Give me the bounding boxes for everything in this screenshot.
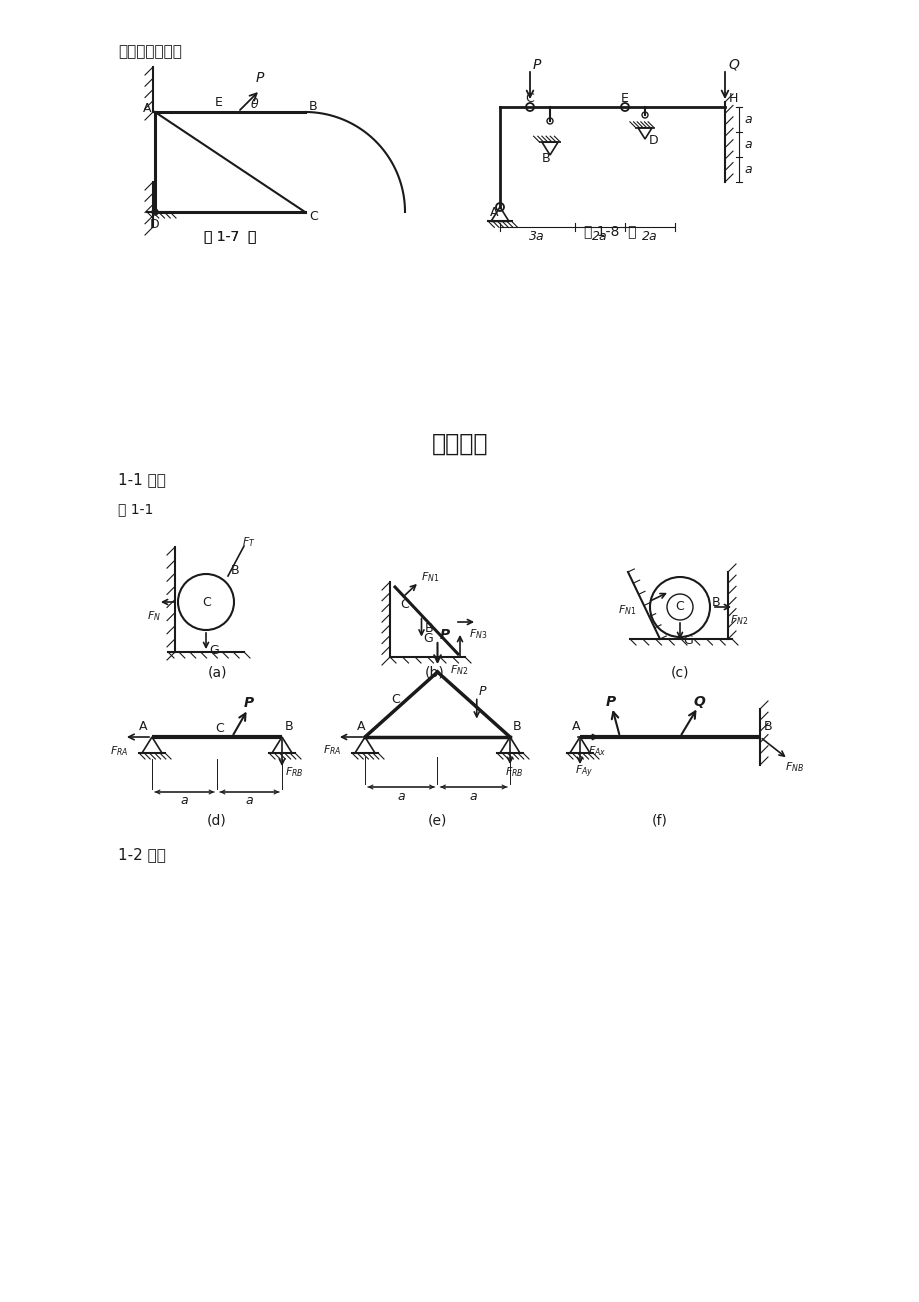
Text: D: D	[648, 134, 658, 147]
Text: G: G	[209, 643, 219, 656]
Text: (a): (a)	[208, 667, 228, 680]
Text: 题 1-7  图: 题 1-7 图	[204, 229, 255, 243]
Text: (d): (d)	[207, 814, 227, 828]
Text: 2a: 2a	[592, 230, 607, 243]
Text: P: P	[439, 628, 449, 642]
Text: $F_{N2}$: $F_{N2}$	[449, 663, 468, 677]
Text: 1-1 解：: 1-1 解：	[118, 473, 165, 487]
Text: A: A	[490, 206, 498, 219]
Text: 3a: 3a	[528, 230, 544, 243]
Text: $F_{N3}$: $F_{N3}$	[469, 628, 487, 641]
Text: C: C	[400, 599, 408, 612]
Text: $F_{RA}$: $F_{RA}$	[323, 743, 341, 756]
Text: G: G	[423, 631, 433, 644]
Text: A: A	[357, 720, 365, 733]
Text: B: B	[425, 622, 433, 635]
Text: (b): (b)	[425, 667, 445, 680]
Text: $F_{N2}$: $F_{N2}$	[729, 613, 747, 626]
Text: C: C	[675, 600, 684, 613]
Text: C: C	[525, 92, 534, 105]
Text: 2a: 2a	[641, 230, 657, 243]
Text: P: P	[255, 72, 264, 85]
Text: B: B	[763, 720, 772, 733]
Text: $F_{N1}$: $F_{N1}$	[421, 570, 439, 583]
Text: H: H	[728, 92, 738, 105]
Text: $F_{N1}$: $F_{N1}$	[618, 603, 636, 617]
Text: P: P	[532, 59, 540, 72]
Text: $F_{NB}$: $F_{NB}$	[784, 760, 803, 773]
Text: a: a	[743, 163, 751, 176]
Text: E: E	[215, 96, 222, 109]
Text: 部分的受力图。: 部分的受力图。	[118, 44, 182, 59]
Text: 题 1-8  图: 题 1-8 图	[584, 224, 636, 238]
Text: C: C	[202, 595, 211, 608]
Text: (e): (e)	[426, 814, 447, 828]
Text: (f): (f)	[652, 814, 667, 828]
Text: A: A	[139, 720, 147, 733]
Text: $F_{Ax}$: $F_{Ax}$	[587, 745, 606, 758]
Text: 1-2 解：: 1-2 解：	[118, 848, 165, 862]
Text: 参考答案: 参考答案	[431, 432, 488, 456]
Text: $F_T$: $F_T$	[242, 535, 255, 549]
Text: B: B	[711, 595, 720, 608]
Text: A: A	[572, 720, 580, 733]
Text: C: C	[215, 723, 223, 736]
Text: E: E	[620, 92, 629, 105]
Text: $F_{Ay}$: $F_{Ay}$	[574, 764, 593, 780]
Text: Q: Q	[693, 695, 705, 710]
Text: $F_N$: $F_N$	[147, 609, 161, 622]
Text: $\theta$: $\theta$	[250, 98, 259, 111]
Text: B: B	[513, 720, 521, 733]
Text: Q: Q	[727, 59, 738, 72]
Text: a: a	[743, 138, 751, 151]
Text: B: B	[285, 720, 293, 733]
Text: P: P	[244, 697, 254, 710]
Text: C: C	[391, 693, 400, 706]
Text: P: P	[478, 685, 486, 698]
Text: a: a	[397, 789, 404, 802]
Text: C: C	[309, 211, 317, 224]
Text: B: B	[309, 100, 317, 113]
Text: B: B	[231, 565, 239, 578]
Text: 题 1-1: 题 1-1	[118, 503, 153, 516]
Text: a: a	[245, 794, 253, 807]
Circle shape	[152, 210, 158, 215]
Text: (c): (c)	[670, 667, 688, 680]
Text: a: a	[180, 794, 188, 807]
Text: A: A	[142, 103, 152, 116]
Text: a: a	[743, 113, 751, 126]
Text: D: D	[150, 217, 160, 230]
Text: $F_{RB}$: $F_{RB}$	[285, 766, 303, 779]
Text: a: a	[470, 789, 477, 802]
Text: P: P	[606, 695, 616, 710]
Text: $F_{RB}$: $F_{RB}$	[505, 766, 523, 779]
Text: G: G	[682, 634, 692, 647]
Text: 题 1-7  图: 题 1-7 图	[204, 229, 255, 243]
Text: B: B	[541, 152, 550, 165]
Text: $F_{RA}$: $F_{RA}$	[110, 745, 129, 758]
